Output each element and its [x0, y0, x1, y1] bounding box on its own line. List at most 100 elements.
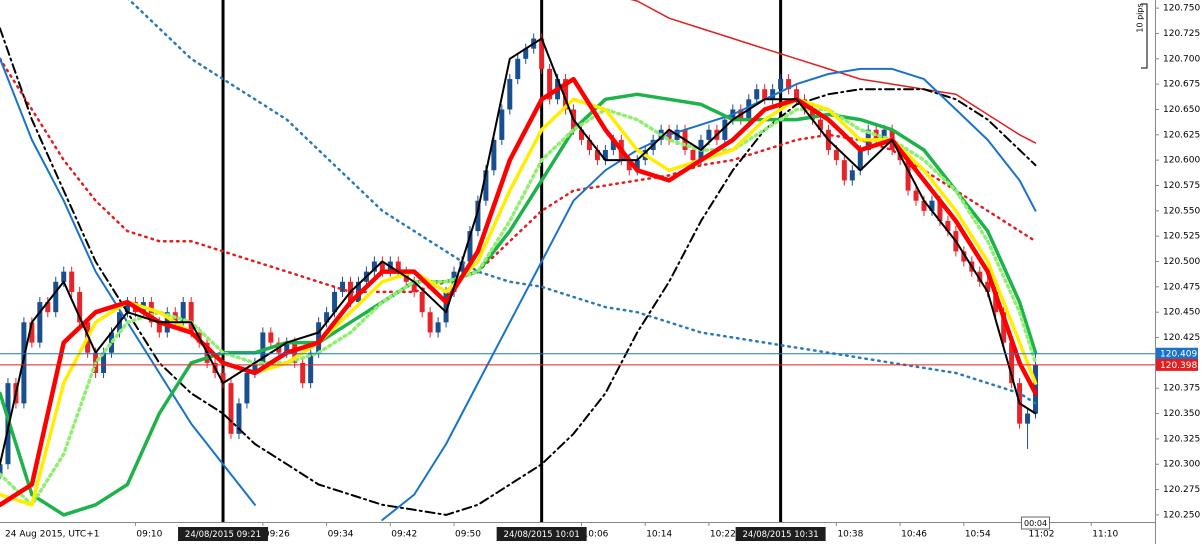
- y-tick-label: 120.350: [1163, 409, 1200, 419]
- time-marker-label: 24/08/2015 09:21: [185, 530, 261, 540]
- candle-body: [252, 362, 258, 374]
- candle-body: [929, 200, 935, 211]
- candle-body: [1025, 413, 1031, 424]
- y-tick-label: 120.475: [1163, 282, 1200, 292]
- candle-body: [156, 322, 162, 333]
- candle-body: [268, 332, 274, 343]
- candle-body: [467, 231, 473, 262]
- price-label-box: [1156, 358, 1198, 371]
- candle-body: [308, 352, 314, 384]
- candle-body: [921, 200, 927, 211]
- candle-body: [634, 160, 640, 171]
- candle-body: [332, 291, 338, 313]
- candle-body: [29, 322, 35, 343]
- candle-body: [148, 302, 154, 323]
- x-tick-label: 11:02: [1029, 530, 1055, 540]
- time-marker-box: [496, 527, 587, 541]
- candle-body: [188, 302, 194, 333]
- candle-body: [427, 312, 433, 333]
- scale-label: 10 pips: [1136, 3, 1145, 32]
- scale-bracket: [1141, 3, 1148, 69]
- y-tick-label: 120.550: [1163, 206, 1200, 216]
- y-tick-label: 120.625: [1163, 130, 1200, 140]
- candle-body: [905, 160, 911, 191]
- candle-body: [1009, 342, 1015, 384]
- timer-label: 00:04: [1024, 519, 1047, 528]
- candle-body: [515, 58, 521, 80]
- candle-body: [945, 220, 951, 232]
- candle-body: [602, 150, 608, 161]
- candle-body: [841, 160, 847, 181]
- candle-body: [37, 302, 43, 343]
- candle-body: [881, 129, 887, 140]
- candle-body: [547, 68, 553, 100]
- indicator-line: [0, 27, 1037, 516]
- candle-body: [507, 79, 513, 110]
- candle-body: [459, 261, 465, 272]
- x-tick-label: 09:34: [328, 530, 354, 540]
- candle-body: [778, 79, 784, 90]
- candle-body: [586, 139, 592, 151]
- indicator-line: [0, 37, 1037, 466]
- candle-body: [849, 170, 855, 181]
- candle-body: [754, 89, 760, 100]
- candle-body: [722, 119, 728, 140]
- candle-body: [985, 281, 991, 292]
- candle-body: [316, 322, 322, 353]
- y-tick-label: 120.300: [1163, 460, 1200, 470]
- y-tick-label: 120.500: [1163, 257, 1200, 267]
- candle-body: [937, 200, 943, 221]
- price-label-box: [1156, 347, 1198, 360]
- x-tick-label: 09:26: [264, 530, 290, 540]
- candle-body: [419, 291, 425, 313]
- y-tick-label: 120.675: [1163, 80, 1200, 90]
- candle-body: [69, 271, 75, 292]
- candle-body: [1001, 312, 1007, 343]
- candle-body: [706, 129, 712, 140]
- candle-body: [45, 302, 51, 313]
- y-tick-label: 120.375: [1163, 384, 1200, 394]
- price-label: 120.409: [1160, 350, 1197, 360]
- candle-body: [539, 38, 545, 69]
- candle-body: [499, 109, 505, 140]
- candle-body: [913, 190, 919, 201]
- timer-box: [1021, 516, 1051, 530]
- candle-body: [690, 150, 696, 161]
- x-tick-label: 10:38: [837, 530, 863, 540]
- candle-body: [101, 352, 107, 374]
- x-tick-label: 09:10: [136, 530, 162, 540]
- y-tick-label: 120.275: [1163, 485, 1200, 495]
- candle-body: [794, 89, 800, 100]
- x-tick-label: 09:42: [391, 530, 417, 540]
- candle-body: [411, 281, 417, 292]
- candle-body: [324, 312, 330, 323]
- indicator-line: [0, 76, 1038, 508]
- candle-body: [443, 291, 449, 323]
- time-marker-label: 24/08/2015 10:01: [504, 530, 580, 540]
- y-tick-label: 120.325: [1163, 434, 1200, 444]
- candle-body: [395, 261, 401, 272]
- candle-body: [977, 271, 983, 282]
- candle-body: [284, 342, 290, 353]
- y-tick-label: 120.575: [1163, 181, 1200, 191]
- candle-body: [475, 200, 481, 232]
- candle-body: [300, 362, 306, 384]
- x-tick-label: 10:54: [965, 530, 991, 540]
- indicator-line: [0, 107, 1038, 507]
- candle-body: [236, 403, 242, 434]
- candle-body: [77, 291, 83, 323]
- x-tick-label: 10:06: [582, 530, 608, 540]
- y-tick-label: 120.525: [1163, 232, 1200, 242]
- candle-body: [0, 464, 3, 475]
- y-tick-label: 120.650: [1163, 105, 1200, 115]
- candle-body: [817, 119, 823, 130]
- candle-body: [762, 89, 768, 100]
- y-tick-label: 120.425: [1163, 333, 1200, 343]
- candle-body: [21, 322, 27, 404]
- candle-body: [180, 302, 186, 323]
- y-tick-label: 120.750: [1163, 4, 1200, 14]
- candle-body: [228, 383, 234, 434]
- candle-body: [435, 322, 441, 333]
